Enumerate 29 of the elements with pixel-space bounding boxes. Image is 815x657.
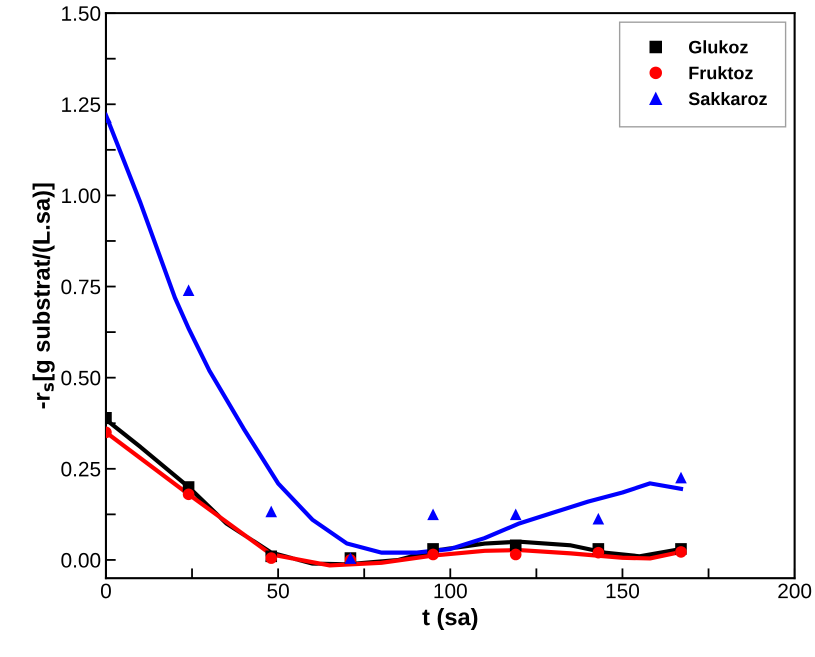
line-series [106, 113, 684, 555]
point [427, 508, 439, 520]
y-tick-label: 1.00 [62, 188, 100, 204]
point [675, 472, 687, 484]
x-axis-title: t (sa) [422, 608, 478, 630]
point [510, 548, 522, 560]
point [182, 488, 194, 500]
legend-label: Fruktoz [689, 66, 753, 80]
point [675, 546, 687, 558]
text: 0.00 [61, 552, 100, 568]
y-tick-label: 0.50 [61, 370, 100, 386]
x-tick-label: 0 [100, 584, 111, 598]
x-tick-label: 50 [267, 584, 289, 598]
x-tick-label: 150 [606, 584, 640, 598]
legend-label: Glukoz [688, 40, 748, 54]
legend-label: Sakkaroz [688, 92, 767, 106]
y-axis-title: -r$_{s}$[g substrat/(L.sa)] [32, 184, 55, 408]
point [510, 508, 522, 520]
point [592, 512, 604, 525]
x-tick-label: 100 [434, 584, 467, 598]
y-tick-label: 0.25 [61, 462, 100, 477]
point [592, 546, 604, 558]
point [265, 506, 278, 518]
point [427, 548, 439, 560]
x-tick-label: 200 [778, 584, 812, 598]
y-tick-label: 1.50 [62, 6, 100, 21]
y-tick-label: 0.75 [61, 280, 100, 294]
point [182, 284, 194, 296]
y-tick-label: 1.25 [62, 97, 100, 112]
